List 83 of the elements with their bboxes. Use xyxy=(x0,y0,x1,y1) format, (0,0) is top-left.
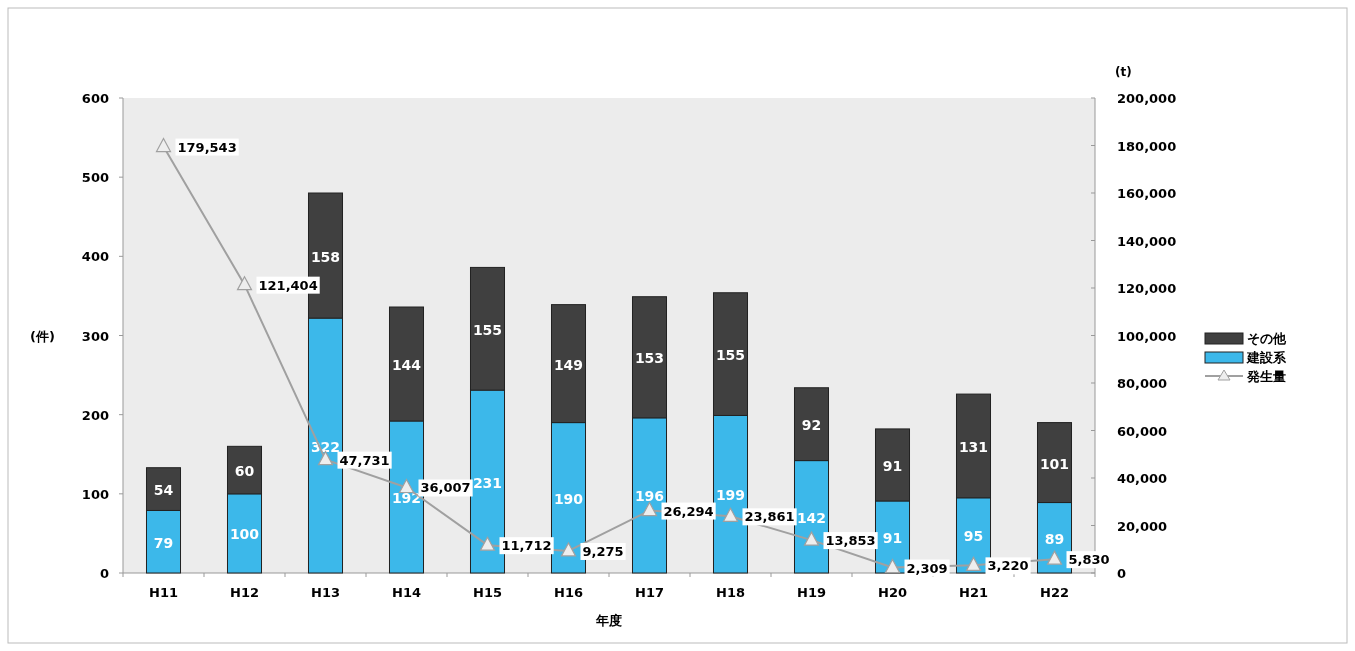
point xyxy=(317,451,334,466)
data-label: 11,712 xyxy=(501,538,552,554)
data-label: 26,294 xyxy=(663,503,714,519)
x-tick-label: H21 xyxy=(959,585,988,600)
point xyxy=(884,558,901,574)
data-label: 231 xyxy=(472,474,503,491)
data-label: 92 xyxy=(801,417,822,434)
data-label: 100 xyxy=(229,526,260,543)
x-tick-label: H17 xyxy=(635,585,664,600)
data-label: 101 xyxy=(1039,455,1070,472)
data-label: 2,309 xyxy=(906,560,948,576)
point xyxy=(236,276,253,291)
point xyxy=(155,137,172,153)
data-label: 155 xyxy=(472,321,503,338)
point xyxy=(479,536,496,551)
y-tick-label: 300 xyxy=(81,328,109,344)
y2-tick-label: 60,000 xyxy=(1117,423,1168,439)
data-label: 179,543 xyxy=(177,139,237,155)
point xyxy=(398,478,415,494)
data-label: 155 xyxy=(715,347,746,364)
x-tick-label: H13 xyxy=(311,585,340,600)
y-tick-label: 600 xyxy=(81,91,109,106)
point xyxy=(803,531,820,546)
data-label: 36,007 xyxy=(420,480,471,496)
data-label: 131 xyxy=(958,438,989,455)
data-label: 196 xyxy=(634,488,665,505)
data-label: 23,861 xyxy=(744,509,795,525)
x-tick-label: H15 xyxy=(473,585,502,600)
point xyxy=(1046,550,1063,565)
data-label: 89 xyxy=(1044,530,1065,547)
data-label: 121,404 xyxy=(258,277,318,293)
x-tick-label: H20 xyxy=(878,585,907,600)
y-axis-title: (件) xyxy=(30,328,55,344)
x-tick-label: H16 xyxy=(554,585,583,600)
y2-axis-title: (t) xyxy=(1115,65,1132,79)
y2-tick-label: 180,000 xyxy=(1117,138,1177,154)
data-label: 13,853 xyxy=(825,533,876,549)
y2-tick-label: 160,000 xyxy=(1117,186,1177,201)
data-label: 5,830 xyxy=(1068,552,1110,568)
x-tick-label: H18 xyxy=(716,585,745,600)
legend-label: その他 xyxy=(1247,331,1287,346)
data-label: 199 xyxy=(715,487,746,504)
point xyxy=(641,501,658,517)
data-label: 47,731 xyxy=(339,452,390,468)
x-tick-label: H12 xyxy=(230,585,259,600)
y2-tick-label: 20,000 xyxy=(1117,518,1168,534)
x-tick-label: H11 xyxy=(149,585,178,600)
y-tick-label: 0 xyxy=(99,566,109,581)
data-label: 54 xyxy=(153,482,174,499)
data-label: 91 xyxy=(882,529,903,546)
data-label: 91 xyxy=(882,457,903,474)
data-label: 322 xyxy=(310,438,341,455)
data-label: 9,275 xyxy=(582,543,624,559)
data-label: 79 xyxy=(153,534,174,551)
y2-tick-label: 120,000 xyxy=(1117,281,1177,296)
y-tick-label: 200 xyxy=(81,407,109,423)
x-tick-label: H14 xyxy=(392,585,421,600)
y2-tick-label: 100,000 xyxy=(1117,328,1177,344)
point xyxy=(722,507,739,522)
y2-tick-label: 0 xyxy=(1117,566,1127,581)
x-tick-label: H22 xyxy=(1040,585,1069,600)
y2-tick-label: 80,000 xyxy=(1117,376,1168,391)
y-tick-label: 100 xyxy=(81,486,109,502)
point xyxy=(560,542,577,557)
data-label: 3,220 xyxy=(987,558,1029,574)
y2-tick-label: 200,000 xyxy=(1117,91,1177,106)
y-tick-label: 400 xyxy=(81,249,109,265)
data-label: 60 xyxy=(234,463,255,480)
data-label: 149 xyxy=(553,356,584,373)
y2-tick-label: 40,000 xyxy=(1117,471,1168,486)
data-label: 95 xyxy=(963,528,984,545)
data-label: 158 xyxy=(310,248,341,265)
legend-label: 建設系 xyxy=(1246,350,1287,365)
data-label: 142 xyxy=(796,509,827,526)
y-tick-label: 500 xyxy=(81,170,109,186)
point xyxy=(965,556,982,571)
y2-tick-label: 140,000 xyxy=(1117,233,1177,249)
x-tick-label: H19 xyxy=(797,585,826,600)
data-label: 190 xyxy=(553,490,584,507)
legend-label: 発生量 xyxy=(1246,369,1286,384)
data-label: 144 xyxy=(391,357,422,373)
data-label: 153 xyxy=(634,350,665,367)
x-axis-title: 年度 xyxy=(595,613,622,628)
